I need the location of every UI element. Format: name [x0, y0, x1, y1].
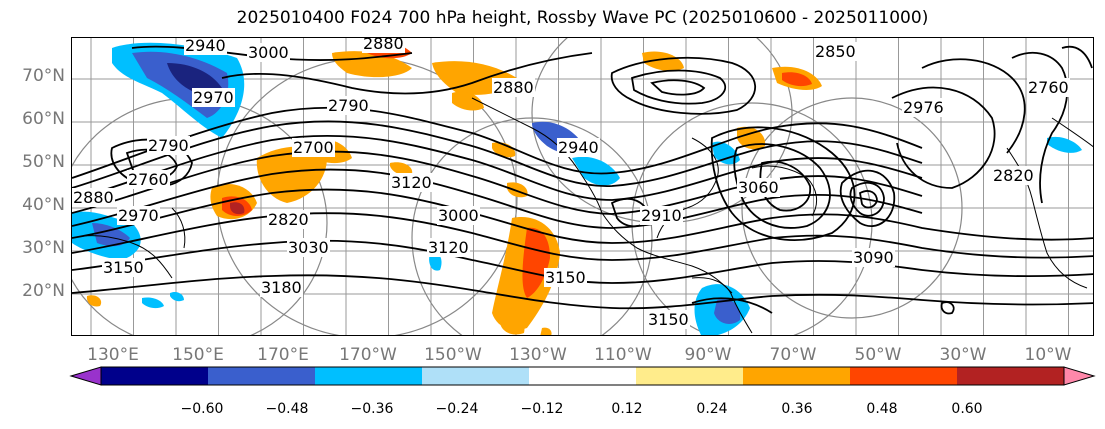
contour-label: 2790 — [147, 136, 190, 155]
colorbar-tick-label: 0.48 — [866, 401, 898, 417]
colorbar-segment — [743, 367, 850, 385]
contour-label: 2970 — [117, 206, 160, 225]
contour-label: 3180 — [260, 278, 303, 297]
colorbar-segment — [850, 367, 957, 385]
map-title: 2025010400 F024 700 hPa height, Rossby W… — [236, 8, 929, 28]
contour-label: 2880 — [492, 78, 535, 97]
contour-label: 2970 — [192, 88, 235, 107]
lon-label: 130°W — [509, 345, 567, 365]
lon-label: 110°W — [594, 345, 652, 365]
lon-label: 170°E — [257, 345, 309, 365]
colorbar-tick-label: −0.48 — [265, 401, 309, 417]
colorbar-segment — [101, 367, 208, 385]
colorbar-tick-label: 0.60 — [951, 401, 983, 417]
lat-label: 70°N — [22, 66, 65, 86]
colorbar-tick-label: 0.12 — [611, 401, 643, 417]
colorbar-extend-max — [1063, 366, 1096, 386]
contour-label: 2940 — [557, 138, 600, 157]
contour-label: 3150 — [544, 268, 587, 287]
lat-label: 60°N — [22, 109, 65, 129]
colorbar-segment — [422, 367, 529, 385]
contour-label: 3120 — [390, 173, 433, 192]
contour-label: 2700 — [292, 138, 335, 157]
colorbar-segment — [636, 367, 743, 385]
lon-label: 150°W — [424, 345, 482, 365]
contour-label: 3000 — [247, 43, 290, 62]
contour-label: 3030 — [287, 238, 330, 257]
contour-label: 3120 — [427, 238, 470, 257]
contour-label: 2880 — [362, 38, 405, 53]
graticule — [72, 38, 1093, 335]
contour-label: 2820 — [992, 166, 1035, 185]
lat-label: 20°N — [22, 281, 65, 301]
contour-label: 2940 — [184, 37, 227, 55]
lon-label: 170°W — [339, 345, 397, 365]
colorbar-segment — [529, 367, 636, 385]
colorbar-tick-label: −0.24 — [435, 401, 479, 417]
lon-label: 30°W — [939, 345, 987, 365]
colorbar-segment — [208, 367, 315, 385]
colorbar-tick-label: −0.12 — [520, 401, 564, 417]
colorbar-segment — [315, 367, 422, 385]
lat-label: 30°N — [22, 238, 65, 258]
contour-label: 2760 — [1027, 78, 1070, 97]
contour-label: 2880 — [72, 188, 115, 207]
lon-label: 70°W — [769, 345, 817, 365]
contour-label: 2850 — [814, 42, 857, 61]
contour-label: 2760 — [127, 170, 170, 189]
map-canvas — [72, 38, 1093, 335]
contour-label: 3150 — [647, 310, 690, 329]
lon-label: 90°W — [684, 345, 732, 365]
colorbar-tick-label: 0.24 — [696, 401, 728, 417]
contour-label: 3150 — [102, 258, 145, 277]
lat-label: 50°N — [22, 152, 65, 172]
lat-label: 40°N — [22, 195, 65, 215]
colorbar-tick-label: 0.36 — [781, 401, 813, 417]
colorbar-segments — [69, 366, 1096, 386]
lon-label: 130°E — [87, 345, 139, 365]
lon-label: 10°W — [1024, 345, 1072, 365]
colorbar-segment — [957, 367, 1064, 385]
contour-label: 2820 — [267, 210, 310, 229]
map-plot-area: 2940 3000 2880 2850 2790 2760 2880 2970 … — [71, 37, 1094, 336]
contour-label: 3060 — [737, 178, 780, 197]
contour-label: 2976 — [902, 98, 945, 117]
colorbar-outline — [100, 366, 1065, 386]
contour-label: 3090 — [852, 248, 895, 267]
colorbar — [69, 366, 1096, 386]
contour-label: 2910 — [640, 206, 683, 225]
coastlines — [72, 97, 1093, 334]
colorbar-extend-min — [69, 366, 102, 386]
lon-label: 150°E — [172, 345, 224, 365]
lon-label: 50°W — [854, 345, 902, 365]
contour-label: 3000 — [437, 206, 480, 225]
contour-label: 2790 — [327, 96, 370, 115]
colorbar-tick-label: −0.60 — [180, 401, 224, 417]
colorbar-tick-label: −0.36 — [350, 401, 394, 417]
